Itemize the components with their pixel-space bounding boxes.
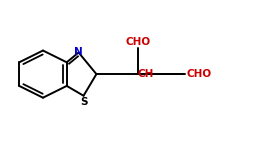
Text: N: N [74,47,83,57]
Text: S: S [80,97,87,107]
Text: CH: CH [138,69,154,79]
Text: CHO: CHO [186,69,212,79]
Text: CHO: CHO [125,37,150,47]
